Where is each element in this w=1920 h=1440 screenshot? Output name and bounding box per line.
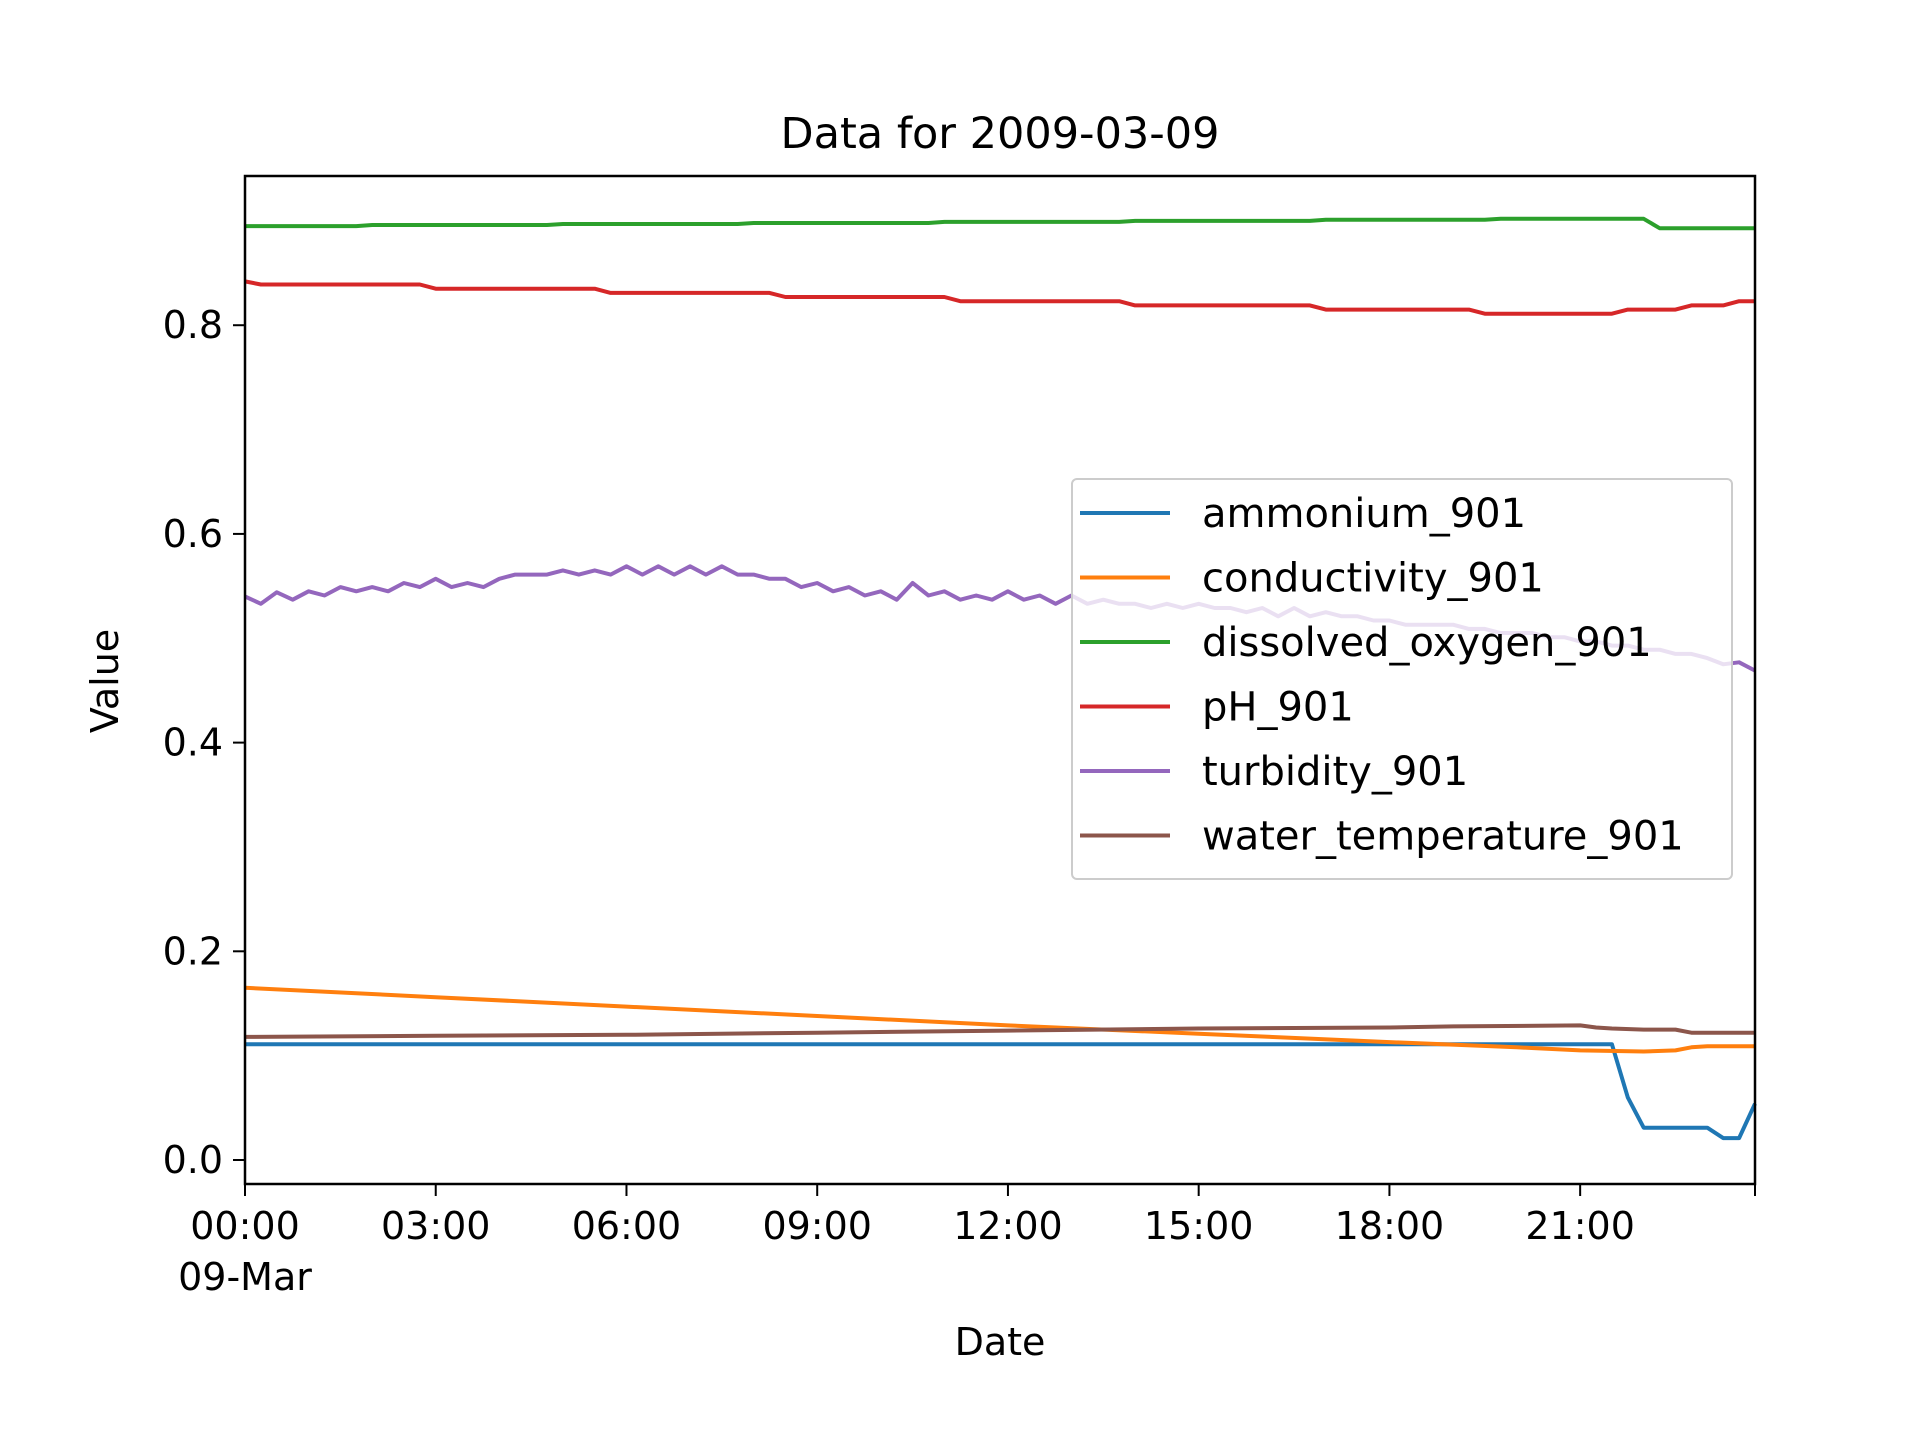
- legend: ammonium_901 conductivity_901 dissolved_ox…: [1071, 478, 1733, 880]
- legend-label: water_temperature_901: [1202, 814, 1684, 860]
- x-tick-label: 12:00: [953, 1204, 1063, 1248]
- legend-label: conductivity_901: [1202, 556, 1544, 602]
- legend-label: dissolved_oxygen_901: [1202, 620, 1652, 666]
- x-tick-label: 09:00: [762, 1204, 872, 1248]
- plot-frame: [243, 174, 1757, 1186]
- series-line-ammonium_901: [245, 1042, 1757, 1141]
- chart-title: Data for 2009-03-09: [780, 109, 1219, 159]
- legend-label: ammonium_901: [1202, 491, 1526, 537]
- series-line-dissolved_oxygen_901: [245, 216, 1755, 231]
- y-axis-label: Value: [83, 629, 127, 733]
- legend-items: ammonium_901 conductivity_901 dissolved_ox…: [1080, 491, 1684, 860]
- legend-box: [1071, 478, 1733, 880]
- x-tick-label: 21:00: [1525, 1204, 1635, 1248]
- y-tick-label: 0.4: [163, 721, 223, 765]
- x-tick-label: 03:00: [381, 1204, 491, 1248]
- x-tick-label: 00:00: [190, 1204, 300, 1248]
- x-axis-label: Date: [955, 1320, 1046, 1364]
- y-tick-label: 0.8: [163, 303, 223, 347]
- x-tick-label: 06:00: [572, 1204, 682, 1248]
- x-tick-label: 15:00: [1144, 1204, 1254, 1248]
- series-line-pH_901: [244, 279, 1755, 316]
- x-tick-date-label: 09-Mar: [178, 1255, 312, 1299]
- y-tick-label: 0.0: [163, 1138, 223, 1182]
- series-line-conductivity_901: [244, 985, 1755, 1054]
- y-tick-label: 0.6: [163, 512, 223, 556]
- legend-label: pH_901: [1202, 685, 1354, 731]
- series-line-water_temperature_901: [244, 1023, 1755, 1039]
- y-tick-label: 0.2: [163, 929, 223, 973]
- x-tick-label: 18:00: [1335, 1204, 1445, 1248]
- x-axis: 00:00 03:00 06:00 09:00 12:00 15:00 18:00 21:00…: [178, 1184, 1756, 1299]
- legend-label: turbidity_901: [1202, 749, 1468, 795]
- y-axis: 0.0 0.2 0.4 0.6 0.8: [163, 303, 245, 1182]
